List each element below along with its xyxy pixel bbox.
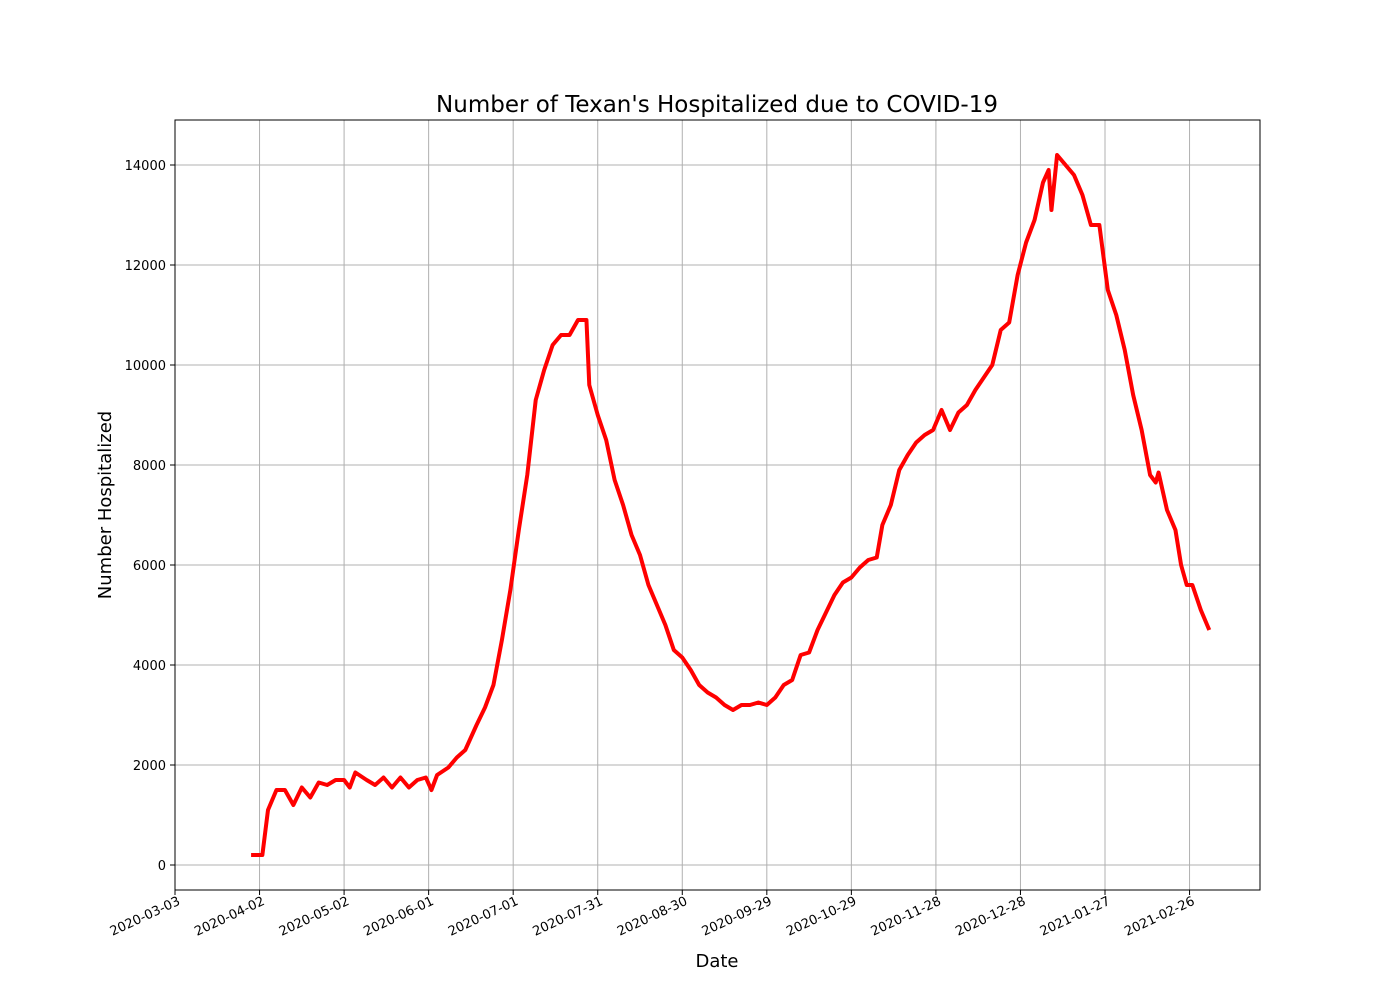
x-tick-label: 2020-07-01 [446,894,521,940]
y-tick-label: 8000 [133,459,166,474]
plot-frame [174,119,1261,891]
y-tick-label: 0 [158,859,166,874]
y-tick-label: 2000 [133,759,166,774]
x-tick-label: 2020-08-30 [615,894,690,940]
y-tick-label: 10000 [125,359,166,374]
x-tick-label: 2020-09-29 [700,894,775,940]
x-tick-label: 2021-02-26 [1122,894,1197,940]
x-tick-label: 2020-12-28 [953,894,1028,940]
x-tick-label: 2020-11-28 [869,894,944,940]
x-tick-label: 2020-03-03 [108,894,183,940]
x-axis-label: Date [695,951,738,972]
data-line [251,153,1212,857]
x-tick-label: 2020-10-29 [784,894,859,940]
y-tick-label: 6000 [133,559,166,574]
x-tick-label: 2020-05-02 [277,894,352,940]
x-tick-label: 2020-07-31 [531,894,606,940]
y-tick-label: 14000 [125,159,166,174]
x-tick-label: 2020-06-01 [362,894,437,940]
x-tick-label: 2021-01-27 [1038,894,1113,940]
y-tick-label: 4000 [133,659,166,674]
x-tick-label: 2020-04-02 [192,894,267,940]
y-tick-label: 12000 [125,259,166,274]
chart-title: Number of Texan's Hospitalized due to CO… [436,92,998,118]
y-axis-label: Number Hospitalized [95,411,116,599]
